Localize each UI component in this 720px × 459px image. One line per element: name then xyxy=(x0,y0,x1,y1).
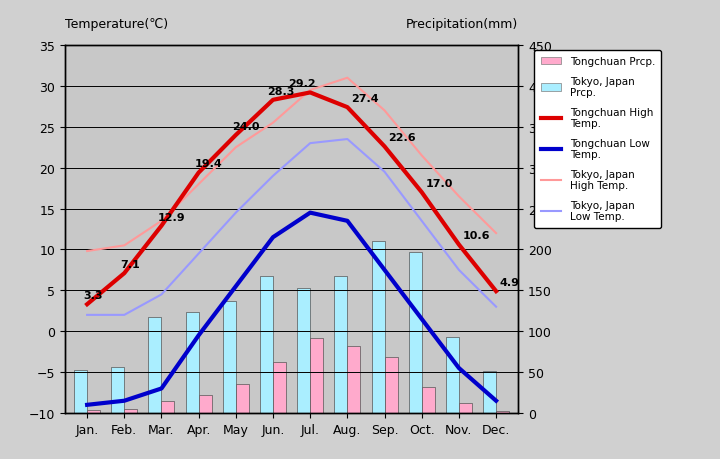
Text: 3.3: 3.3 xyxy=(84,291,103,301)
Text: 17.0: 17.0 xyxy=(426,179,453,189)
Bar xyxy=(87,410,100,413)
Text: Precipitation(mm): Precipitation(mm) xyxy=(406,18,518,31)
Bar xyxy=(347,346,361,413)
Text: 12.9: 12.9 xyxy=(158,212,185,222)
Bar xyxy=(125,409,138,413)
Bar xyxy=(459,403,472,413)
Text: 22.6: 22.6 xyxy=(388,133,416,143)
Text: 28.3: 28.3 xyxy=(267,86,294,96)
Bar xyxy=(199,395,212,413)
Legend: Tongchuan Prcp., Tokyo, Japan
Prcp., Tongchuan High
Temp., Tongchuan Low
Temp., : Tongchuan Prcp., Tokyo, Japan Prcp., Ton… xyxy=(534,51,662,228)
Bar xyxy=(236,385,249,413)
Bar xyxy=(372,242,384,413)
Text: 24.0: 24.0 xyxy=(232,122,260,132)
Bar xyxy=(334,276,347,413)
Bar xyxy=(384,358,397,413)
Text: Temperature(℃): Temperature(℃) xyxy=(65,18,168,31)
Bar xyxy=(148,318,161,413)
Bar xyxy=(297,288,310,413)
Bar xyxy=(409,252,422,413)
Bar xyxy=(310,338,323,413)
Bar xyxy=(74,371,87,413)
Text: 29.2: 29.2 xyxy=(288,79,316,89)
Text: 10.6: 10.6 xyxy=(463,231,490,241)
Bar xyxy=(273,363,286,413)
Bar xyxy=(483,371,496,413)
Bar xyxy=(260,277,273,413)
Text: 19.4: 19.4 xyxy=(195,159,222,169)
Bar xyxy=(186,312,199,413)
Text: 4.9: 4.9 xyxy=(500,277,520,287)
Text: 27.4: 27.4 xyxy=(351,94,379,104)
Bar xyxy=(422,387,435,413)
Bar xyxy=(446,337,459,413)
Bar xyxy=(161,401,174,413)
Bar xyxy=(112,367,125,413)
Text: 7.1: 7.1 xyxy=(120,259,140,269)
Bar xyxy=(496,411,509,413)
Bar xyxy=(222,301,236,413)
